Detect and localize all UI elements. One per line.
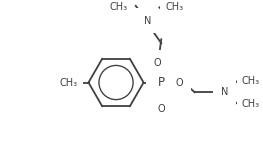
Text: O: O bbox=[154, 58, 161, 68]
Text: O: O bbox=[65, 78, 73, 87]
Text: P: P bbox=[158, 76, 165, 89]
Text: O: O bbox=[175, 78, 183, 87]
Text: CH₃: CH₃ bbox=[242, 99, 260, 109]
Text: CH₃: CH₃ bbox=[165, 2, 183, 12]
Text: CH₃: CH₃ bbox=[110, 2, 128, 12]
Text: O: O bbox=[158, 104, 165, 114]
Text: CH₃: CH₃ bbox=[242, 76, 260, 86]
Text: N: N bbox=[144, 16, 151, 26]
Text: CH₃: CH₃ bbox=[60, 78, 78, 87]
Text: N: N bbox=[220, 87, 228, 97]
